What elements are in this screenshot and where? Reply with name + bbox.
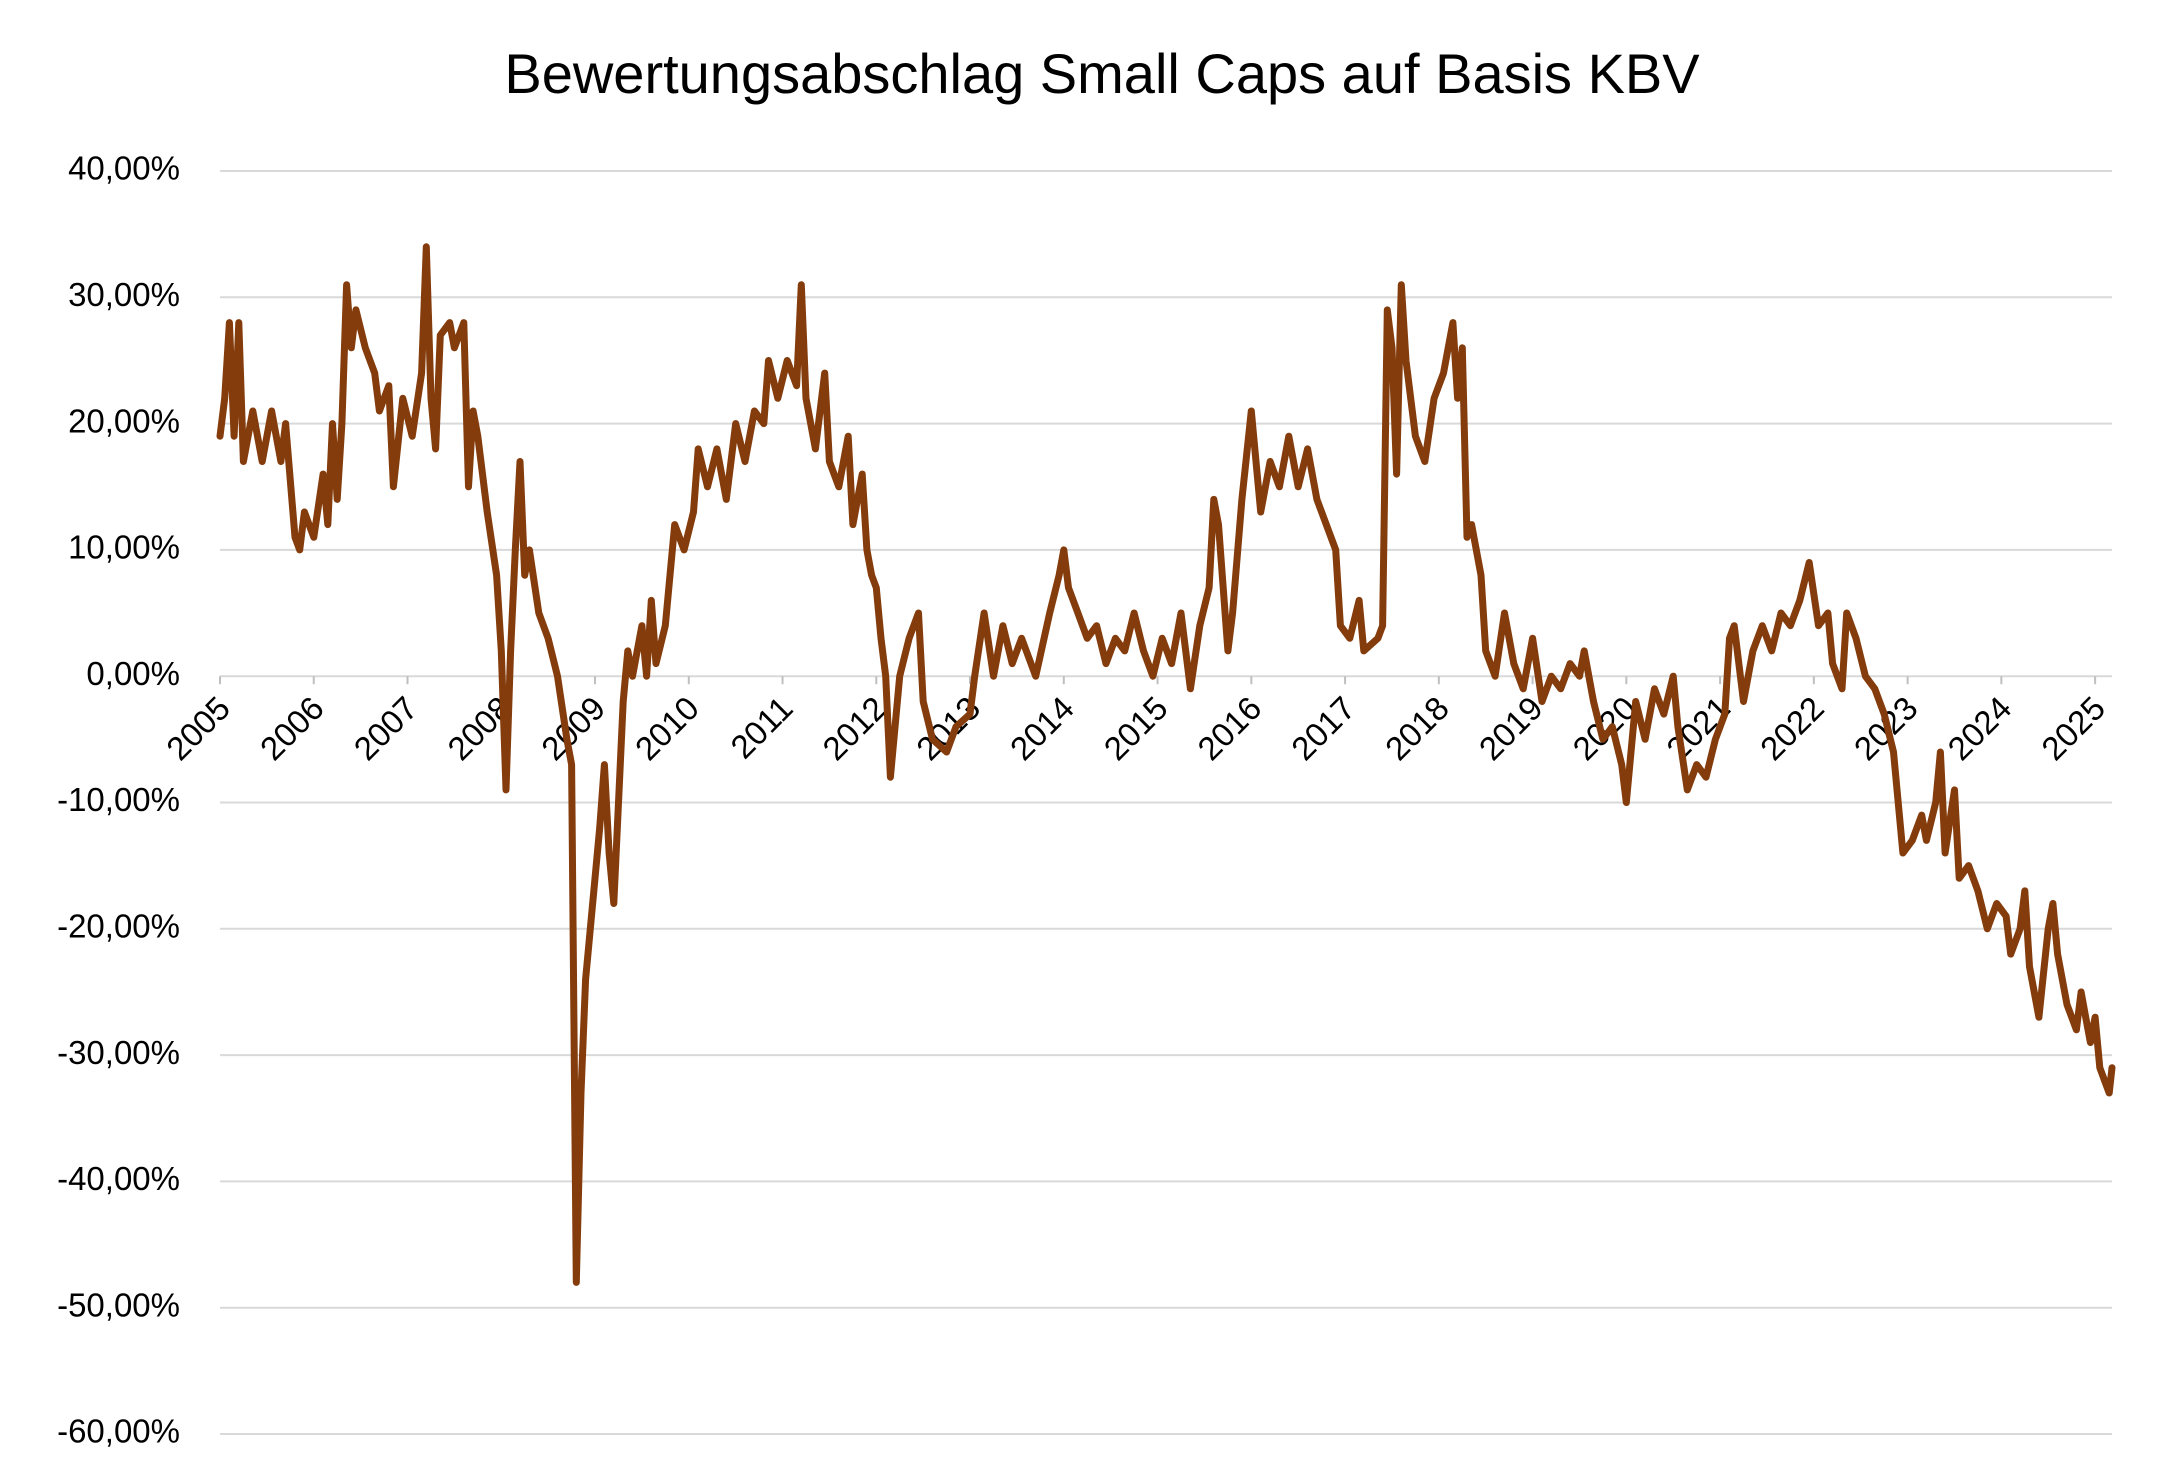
chart-title: Bewertungsabschlag Small Caps auf Basis …: [504, 42, 1700, 105]
y-tick-label: 10,00%: [68, 529, 180, 566]
y-tick-label: -50,00%: [57, 1286, 180, 1323]
y-tick-label: -10,00%: [57, 781, 180, 818]
y-tick-label: -30,00%: [57, 1034, 180, 1071]
y-tick-label: 0,00%: [86, 655, 180, 692]
y-tick-label: 20,00%: [68, 402, 180, 439]
y-tick-label: 30,00%: [68, 276, 180, 313]
y-tick-label: 40,00%: [68, 150, 180, 187]
data-line: [216, 243, 2116, 1286]
y-tick-label: -20,00%: [57, 908, 180, 945]
y-tick-label: -40,00%: [57, 1160, 180, 1197]
y-tick-label: -60,00%: [57, 1413, 180, 1450]
